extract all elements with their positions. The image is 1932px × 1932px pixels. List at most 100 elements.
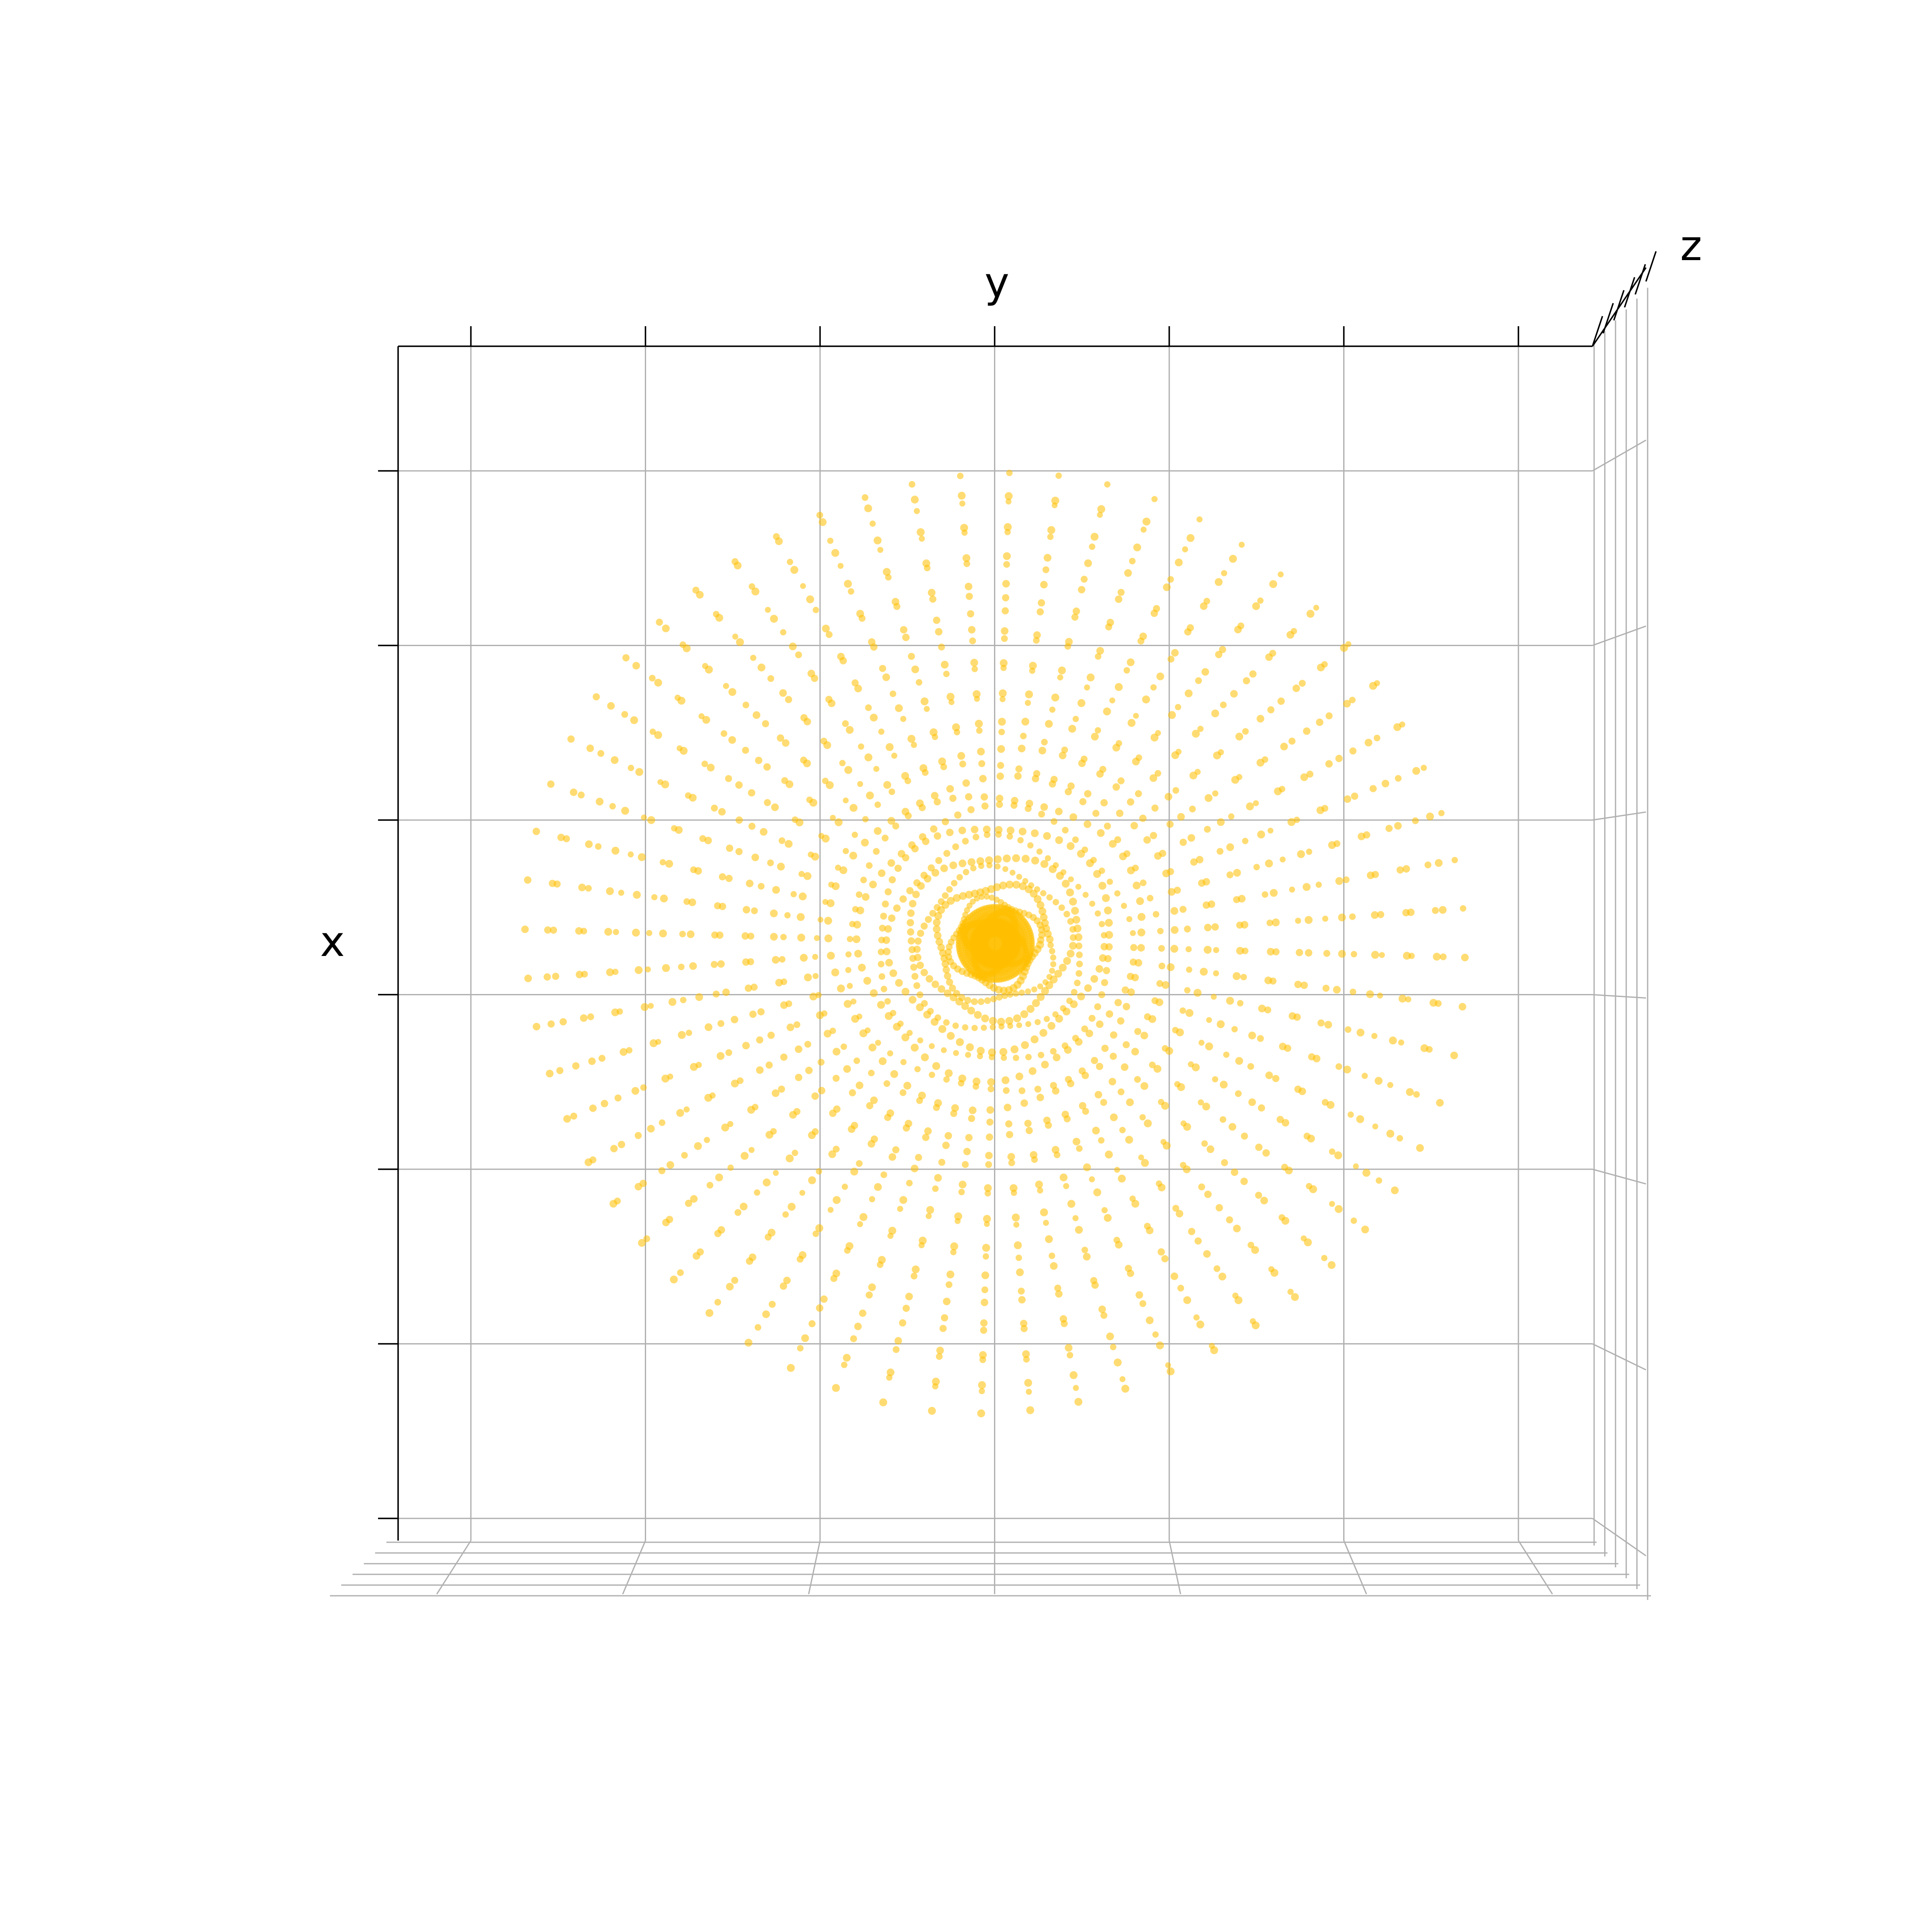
scatter-point (989, 894, 995, 901)
scatter-point (1163, 583, 1171, 591)
scatter-point (1020, 1325, 1028, 1332)
scatter-point (955, 998, 963, 1006)
scatter-point (567, 735, 575, 743)
side-grid-line (1592, 994, 1646, 999)
scatter-point (870, 989, 878, 997)
scatter-point (1170, 945, 1178, 953)
scatter-point (928, 589, 936, 597)
scatter-point (1158, 945, 1165, 952)
scatter-point (917, 1037, 923, 1044)
scatter-point (934, 932, 942, 940)
scatter-point (1189, 805, 1196, 813)
scatter-point (767, 1032, 775, 1039)
scatter-point (883, 948, 891, 956)
scatter-point (662, 1219, 670, 1227)
scatter-point (1306, 770, 1314, 778)
scatter-point (847, 936, 853, 943)
scatter-point (1112, 783, 1120, 791)
scatter-point (749, 1147, 755, 1153)
scatter-point (994, 855, 1002, 864)
scatter-point (1050, 776, 1058, 783)
scatter-point (864, 504, 872, 512)
scatter-point (1083, 1163, 1091, 1171)
scatter-point (714, 1299, 721, 1306)
scatter-point (1321, 661, 1328, 668)
scatter-point (866, 1291, 873, 1299)
scatter-point (1018, 1087, 1026, 1094)
scatter-point (1226, 1216, 1233, 1224)
scatter-point (685, 1199, 693, 1207)
scatter-point (888, 1153, 897, 1161)
scatter-point (1050, 975, 1058, 984)
scatter-point (1158, 1248, 1165, 1256)
scatter-point (971, 998, 978, 1005)
scatter-point (833, 1196, 841, 1204)
scatter-point (986, 1133, 993, 1141)
scatter-point (790, 891, 797, 897)
scatter-point (984, 1221, 990, 1227)
scatter-point (677, 1269, 684, 1276)
scatter-point (908, 946, 916, 953)
scatter-point (919, 535, 925, 542)
scatter-point (909, 996, 917, 1004)
scatter-point (894, 1337, 902, 1345)
scatter-point (762, 720, 769, 728)
scatter-point (1002, 594, 1009, 602)
scatter-point (780, 1053, 788, 1061)
scatter-point (944, 972, 951, 980)
scatter-point (983, 825, 991, 833)
scatter-point (783, 1277, 791, 1284)
scatter-point (1161, 1101, 1169, 1110)
scatter-point (1349, 747, 1357, 755)
scatter-point (1127, 1270, 1135, 1277)
scatter-point (764, 1234, 772, 1241)
scatter-point (1049, 948, 1055, 954)
scatter-point (980, 1326, 987, 1334)
scatter-point (885, 958, 893, 967)
scatter-point (983, 1215, 991, 1223)
scatter-point (947, 1032, 955, 1040)
scatter-point (843, 848, 849, 854)
scatter-point (878, 936, 885, 943)
scatter-point (1007, 1023, 1013, 1029)
scatter-point (1264, 1006, 1271, 1014)
scatter-point (1161, 1255, 1169, 1262)
scatter-point (899, 1319, 907, 1327)
scatter-point (818, 518, 827, 526)
scatter-point (878, 961, 884, 968)
scatter-point (812, 954, 818, 960)
scatter-point (900, 1089, 907, 1096)
scatter-point (1103, 967, 1110, 974)
scatter-point (640, 1084, 647, 1091)
scatter-point (905, 1293, 913, 1301)
scatter-point (1074, 933, 1083, 941)
scatter-point (1037, 1187, 1043, 1194)
scatter-point (1073, 924, 1082, 933)
scatter-point (1036, 848, 1043, 855)
scatter-point (692, 586, 700, 594)
scatter-point (1135, 754, 1142, 761)
scatter-point (902, 634, 910, 641)
floor-grid-line (1168, 1540, 1181, 1595)
scatter-point (1057, 674, 1063, 681)
scatter-point (800, 714, 808, 722)
scatter-point (959, 760, 966, 768)
scatter-point (1077, 699, 1086, 707)
scatter-point (1349, 697, 1356, 703)
scatter-point (1210, 1346, 1218, 1354)
scatter-point (1060, 869, 1066, 875)
scatter-point (957, 473, 964, 479)
scatter-point (996, 795, 1004, 802)
scatter-point (1291, 628, 1297, 634)
scatter-point (690, 1063, 698, 1071)
scatter-point (999, 659, 1008, 667)
scatter-point (618, 889, 624, 896)
scatter-point (1033, 631, 1041, 639)
scatter-point (1258, 1004, 1266, 1012)
scatter-point (1051, 496, 1059, 505)
scatter-point (1313, 605, 1319, 611)
scatter-point (799, 892, 807, 901)
scatter-point (728, 736, 736, 744)
scatter-point (1089, 1015, 1096, 1022)
scatter-point (1153, 605, 1160, 612)
